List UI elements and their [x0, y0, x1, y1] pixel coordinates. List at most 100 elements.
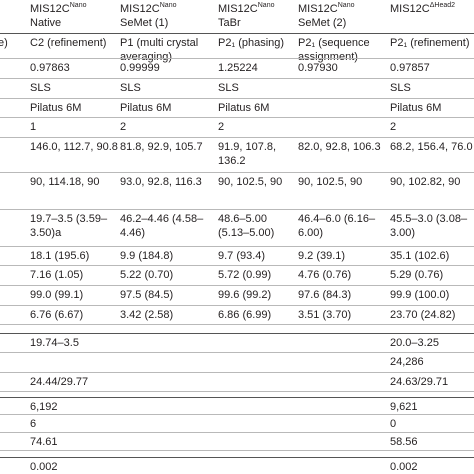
header-title: MIS12C: [298, 3, 338, 15]
table-cell: SLS: [218, 82, 239, 94]
table-cell: P1 (multi crystal averaging): [120, 37, 199, 63]
table-cell: Pilatus 6M: [120, 102, 172, 114]
header-sup: Nano: [257, 2, 275, 9]
table-cell: 9.9 (184.8): [120, 250, 174, 262]
row-rule: [0, 265, 474, 266]
header-sup: Nano: [69, 2, 87, 9]
header-title: MIS12C: [218, 3, 258, 15]
table-cell: 6,192: [30, 401, 58, 413]
table-cell: 90, 102.82, 90: [390, 176, 461, 188]
table-cell: 5.72 (0.99): [218, 269, 272, 281]
table-cell: 82.0, 92.8, 106.3: [298, 141, 381, 153]
table-cell: 90, 114.18, 90: [30, 176, 100, 188]
table-cell: 6.86 (6.99): [218, 309, 272, 321]
header-sup: Nano: [159, 2, 177, 9]
table-cell: SLS: [30, 82, 51, 94]
header-sup: Nano: [337, 2, 355, 9]
table-cell: 0.97857: [390, 62, 430, 74]
table-cell: C2 (refinement): [30, 37, 107, 49]
row-rule: [0, 450, 474, 451]
table-cell: 0: [390, 418, 397, 430]
header-sub: SeMet (1): [120, 17, 169, 29]
row-rule: [0, 98, 474, 99]
row-rule: [0, 324, 474, 325]
row-rule: [0, 397, 474, 398]
table-cell: 45.5–3.0 (3.08–3.00): [390, 213, 468, 239]
row-rule: [0, 58, 474, 59]
table-cell: 0.002: [390, 461, 418, 473]
row-rule: [0, 209, 474, 210]
table-cell: 90, 102.5, 90: [218, 176, 283, 188]
table-cell: 20.0–3.25: [390, 337, 439, 349]
table-cell: 99.6 (99.2): [218, 289, 272, 301]
table-cell: P2₁ (sequence assignment): [298, 37, 370, 63]
table-cell: 46.4–6.0 (6.16–6.00): [298, 213, 376, 239]
table-cell: 58.56: [390, 436, 418, 448]
table-cell: 5.29 (0.76): [390, 269, 444, 281]
table-cell: 68.2, 156.4, 76.0: [390, 141, 473, 153]
table-cell: 99.0 (99.1): [30, 289, 84, 301]
table-cell: 3.51 (3.70): [298, 309, 352, 321]
table-cell: e): [0, 37, 8, 49]
table-cell: 9.7 (93.4): [218, 250, 266, 262]
table-cell: 46.2–4.46 (4.58–4.46): [120, 213, 204, 239]
table-cell: 6.76 (6.67): [30, 309, 84, 321]
table-cell: 81.8, 92.9, 105.7: [120, 141, 203, 153]
table-cell: 18.1 (195.6): [30, 250, 90, 262]
table-cell: 1: [30, 121, 37, 133]
table-cell: 48.6–5.00 (5.13–5.00): [218, 213, 275, 239]
table-cell: 4.76 (0.76): [298, 269, 352, 281]
table-cell: 99.9 (100.0): [390, 289, 450, 301]
table-cell: 7.16 (1.05): [30, 269, 84, 281]
column-header: MIS12CNano SeMet (2): [298, 2, 388, 30]
table-cell: 0.97930: [298, 62, 338, 74]
table-cell: 23.70 (24.82): [390, 309, 456, 321]
row-rule: [0, 137, 474, 138]
table-cell: P2₁ (phasing): [218, 37, 285, 49]
column-header: MIS12CΔHead2: [390, 2, 474, 16]
row-rule: [0, 285, 474, 286]
header-rule: [0, 33, 474, 34]
row-rule: [0, 352, 474, 353]
table-cell: 6: [30, 418, 37, 430]
table-cell: 74.61: [30, 436, 58, 448]
header-title: MIS12C: [120, 3, 160, 15]
table-cell: 24,286: [390, 356, 424, 368]
table-cell: 24.63/29.71: [390, 376, 449, 388]
table-cell: 93.0, 92.8, 116.3: [120, 176, 202, 188]
table-cell: Pilatus 6M: [218, 102, 270, 114]
row-rule: [0, 391, 474, 392]
table-cell: 5.22 (0.70): [120, 269, 174, 281]
header-sub: TaBr: [218, 17, 241, 29]
row-rule: [0, 432, 474, 433]
row-rule: [0, 246, 474, 247]
table-cell: 0.002: [30, 461, 58, 473]
row-rule: [0, 117, 474, 118]
table-cell: 9,621: [390, 401, 418, 413]
table-cell: 9.2 (39.1): [298, 250, 346, 262]
header-sup: ΔHead2: [429, 2, 456, 9]
table-cell: 90, 102.5, 90: [298, 176, 363, 188]
row-rule: [0, 414, 474, 415]
table-cell: 91.9, 107.8, 136.2: [218, 141, 277, 167]
table-cell: 0.97863: [30, 62, 70, 74]
table-cell: P2₁ (refinement): [390, 37, 470, 49]
table-cell: 24.44/29.77: [30, 376, 89, 388]
header-title: MIS12C: [30, 3, 70, 15]
row-rule: [0, 457, 474, 458]
table-cell: SLS: [390, 82, 411, 94]
table-cell: 97.6 (84.3): [298, 289, 352, 301]
table-cell: SLS: [120, 82, 141, 94]
row-rule: [0, 78, 474, 79]
table-cell: Pilatus 6M: [390, 102, 442, 114]
table-cell: 0.99999: [120, 62, 160, 74]
header-title: MIS12C: [390, 3, 430, 15]
table-cell: 2: [120, 121, 127, 133]
table-cell: 19.74–3.5: [30, 337, 79, 349]
table-cell: 2: [218, 121, 225, 133]
table-cell: 2: [390, 121, 397, 133]
table-cell: 19.7–3.5 (3.59–3.50)a: [30, 213, 108, 239]
row-rule: [0, 372, 474, 373]
column-header: MIS12CNano TaBr: [218, 2, 296, 30]
